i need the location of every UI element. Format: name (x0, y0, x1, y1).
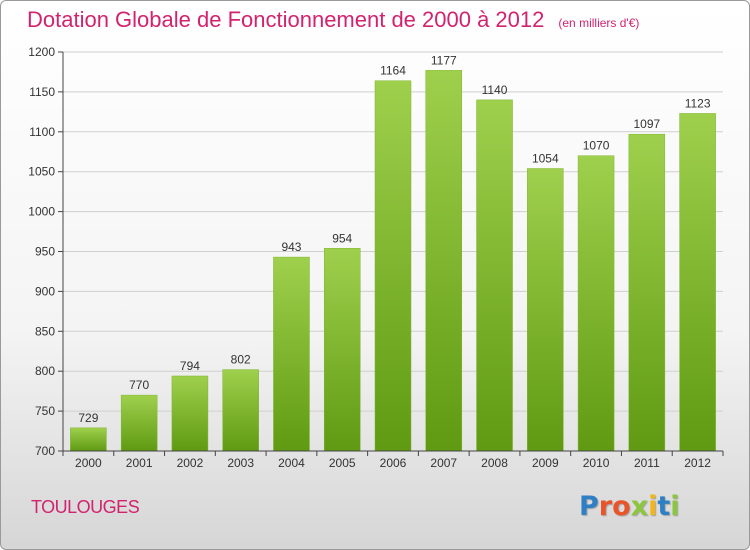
y-tick-label: 1050 (28, 165, 55, 179)
bar (70, 427, 107, 452)
data-labels: 729 770 794 802 943 954 1164 1177 1140 1054 1070 10… (78, 53, 710, 425)
logo-letter: t (657, 491, 671, 522)
bar (425, 70, 463, 452)
data-label: 729 (78, 411, 98, 425)
chart-title-text: Dotation Globale de Fonctionnement de 20… (27, 7, 545, 32)
logo-letter: i (670, 491, 680, 522)
x-tick-label: 2004 (278, 456, 305, 470)
y-tick-label: 1000 (28, 205, 55, 219)
data-label: 1097 (633, 117, 660, 131)
data-label: 770 (129, 378, 149, 392)
x-tick-label: 2001 (126, 456, 153, 470)
data-label: 1164 (380, 64, 406, 78)
logo-letter: P (579, 491, 599, 522)
logo-letter: o (612, 491, 631, 522)
bar (679, 113, 716, 452)
data-label: 954 (332, 231, 352, 245)
data-label: 1140 (482, 83, 508, 97)
bar (222, 369, 259, 452)
y-tick-label: 900 (35, 284, 55, 298)
bar (273, 256, 310, 452)
logo-letter: x (630, 491, 649, 522)
x-tick-label: 2006 (380, 456, 407, 470)
y-tick-label: 750 (35, 404, 55, 418)
y-tick-label: 1200 (28, 45, 55, 59)
data-label: 943 (281, 240, 301, 254)
x-tick-label: 2009 (532, 456, 559, 470)
bar (323, 248, 361, 452)
y-tick-label: 700 (35, 444, 55, 458)
bar (577, 155, 615, 452)
x-tick-label: 2007 (430, 456, 457, 470)
data-label: 1123 (685, 96, 711, 110)
chart-unit-subtitle: (en milliers d'€) (558, 16, 640, 30)
x-tick-label: 2011 (634, 456, 660, 470)
commune-name: TOULOUGES (31, 497, 140, 517)
data-label: 802 (231, 353, 251, 367)
y-tick-label: 850 (35, 324, 55, 338)
x-tick-label: 2002 (177, 456, 204, 470)
bars (70, 70, 716, 452)
y-tick-label: 1100 (29, 125, 55, 139)
logo-letter: r (598, 491, 613, 522)
data-label: 794 (180, 359, 200, 373)
bar (527, 168, 564, 452)
bar (476, 99, 513, 452)
x-tick-label: 2000 (75, 456, 102, 470)
x-tick-label: 2003 (227, 456, 254, 470)
bar (628, 133, 666, 452)
x-tick-label: 2010 (583, 456, 610, 470)
bar (374, 80, 412, 452)
chart-title: Dotation Globale de Fonctionnement de 20… (27, 7, 639, 33)
data-label: 1177 (431, 53, 457, 67)
bar (171, 375, 209, 452)
proxiti-logo: Proxiti (579, 491, 680, 522)
y-tick-label: 800 (35, 364, 55, 378)
data-label: 1054 (532, 152, 559, 166)
y-tick-label: 1150 (29, 85, 55, 99)
data-label: 1070 (583, 139, 610, 153)
x-tick-label: 2012 (684, 456, 711, 470)
bar (120, 394, 158, 452)
y-tick-label: 950 (35, 245, 55, 259)
logo-letter: i (648, 491, 658, 522)
x-tick-label: 2008 (481, 456, 508, 470)
x-tick-label: 2005 (329, 456, 356, 470)
axes: 700 750 800 850 900 950 1000 1050 1100 1150 1200 20… (28, 45, 724, 470)
